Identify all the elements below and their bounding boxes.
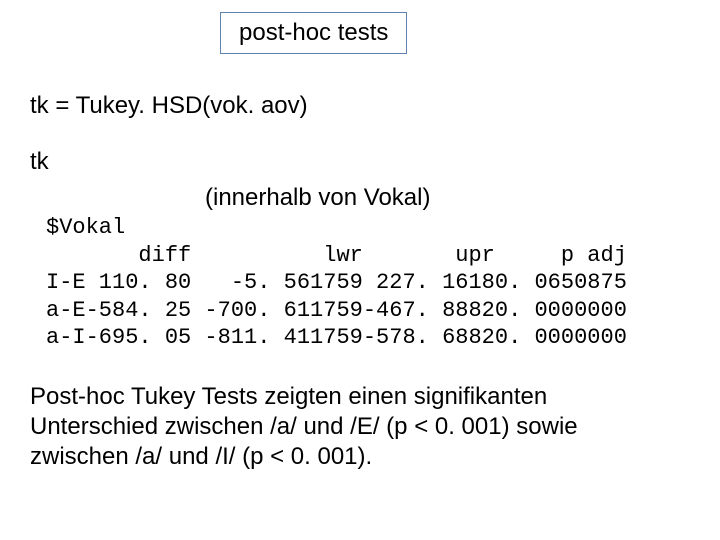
slide: post-hoc tests tk = Tukey. HSD(vok. aov)… <box>0 0 720 540</box>
code-tk: tk <box>30 148 690 176</box>
title-text: post-hoc tests <box>239 19 388 46</box>
title-box: post-hoc tests <box>220 12 407 54</box>
conclusion-paragraph: Post-hoc Tukey Tests zeigten einen signi… <box>30 382 670 472</box>
inner-label: (innerhalb von Vokal) <box>205 184 690 212</box>
r-output-block: $Vokal diff lwr upr p adj I-E 110. 80 -5… <box>46 214 690 352</box>
code-assignment: tk = Tukey. HSD(vok. aov) <box>30 92 690 120</box>
